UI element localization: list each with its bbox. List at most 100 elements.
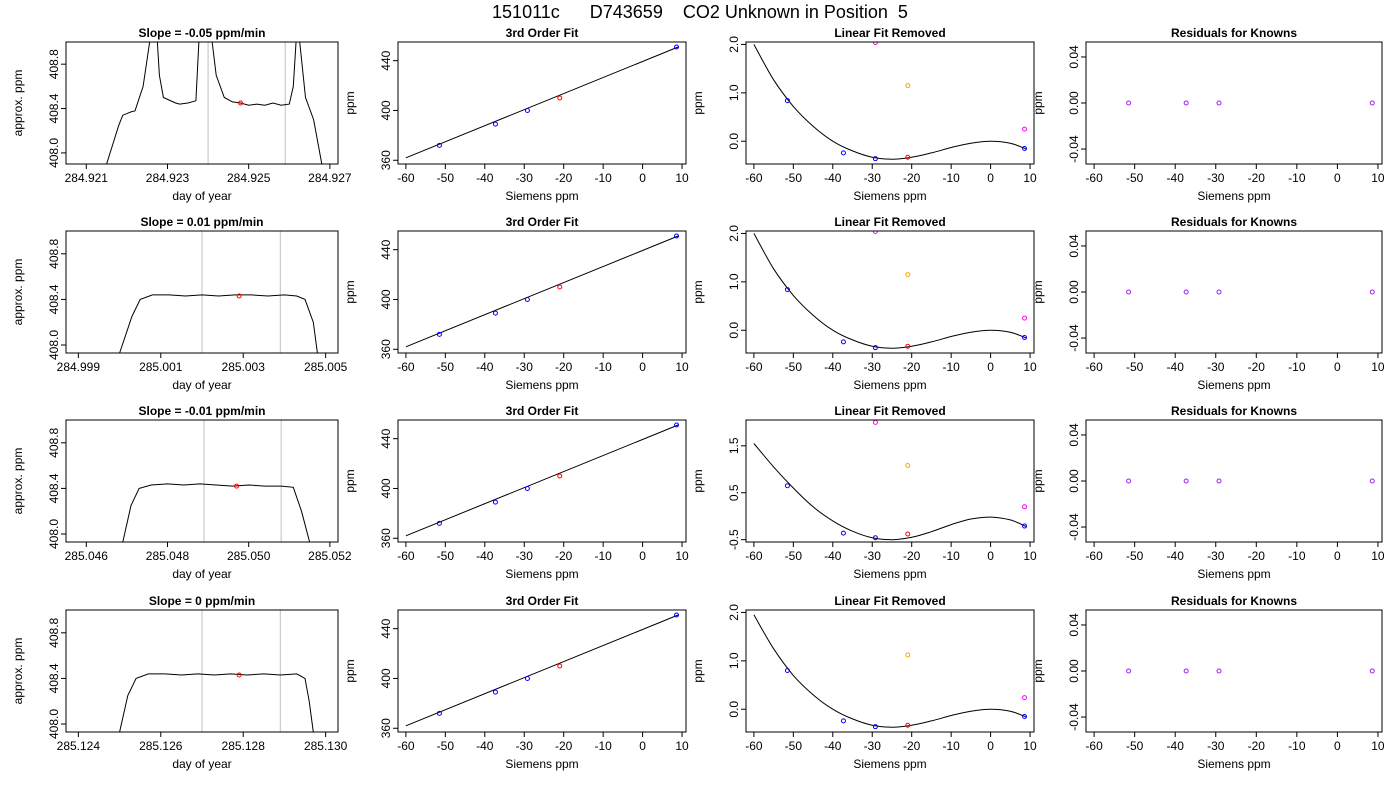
y-tick-label: 0.04 xyxy=(1067,45,1081,69)
x-tick-label: -50 xyxy=(785,360,803,374)
fit-curve xyxy=(753,44,1027,160)
chart-panel: 3rd Order Fit -60 -50 -40 -30 -20 -10 0 10 360 400… xyxy=(343,404,689,581)
x-tick-label: 285.001 xyxy=(139,360,183,374)
x-tick-label: 285.126 xyxy=(139,739,183,753)
x-tick-label: -10 xyxy=(1288,171,1306,185)
y-tick-label: 0.04 xyxy=(1067,423,1081,447)
data-point xyxy=(1022,523,1028,529)
panel-title: Linear Fit Removed xyxy=(834,215,945,229)
x-axis-label: day of year xyxy=(172,567,231,581)
x-tick-label: -40 xyxy=(824,549,842,563)
x-tick-label: -10 xyxy=(942,549,960,563)
chart-panel: Residuals for Knowns -60 -50 -40 -30 -20 -10 0 1… xyxy=(1031,404,1385,581)
x-tick-label: -20 xyxy=(1248,171,1266,185)
data-point xyxy=(1022,714,1028,720)
fit-line xyxy=(405,46,679,159)
data-point xyxy=(872,420,878,425)
x-axis-label: day of year xyxy=(172,189,231,203)
x-tick-label: -20 xyxy=(555,739,573,753)
x-axis-label: day of year xyxy=(172,378,231,392)
series-line xyxy=(122,483,311,542)
data-point xyxy=(524,485,530,491)
x-tick-label: -30 xyxy=(516,360,534,374)
data-point xyxy=(436,710,442,716)
y-tick-label: 408.4 xyxy=(47,284,61,314)
x-axis-label: Siemens ppm xyxy=(853,378,926,392)
x-tick-label: -50 xyxy=(785,171,803,185)
panel-title: Residuals for Knowns xyxy=(1171,26,1297,40)
x-tick-label: -50 xyxy=(1126,739,1144,753)
data-point xyxy=(557,663,563,669)
x-tick-label: -20 xyxy=(1248,549,1266,563)
y-tick-label: 408.4 xyxy=(47,93,61,123)
y-tick-label: 440 xyxy=(379,428,393,448)
x-tick-label: 0 xyxy=(1334,171,1341,185)
data-point xyxy=(557,284,563,290)
x-tick-label: 10 xyxy=(1371,549,1385,563)
y-tick-label: -0.04 xyxy=(1067,135,1081,163)
y-tick-label: 1.5 xyxy=(727,437,741,454)
data-point xyxy=(1216,668,1222,674)
y-tick-label: 440 xyxy=(379,239,393,259)
x-tick-label: -50 xyxy=(785,739,803,753)
x-tick-label: 10 xyxy=(1371,360,1385,374)
y-tick-label: 408.0 xyxy=(47,330,61,360)
data-point xyxy=(557,95,563,101)
data-point xyxy=(784,483,790,489)
series-line xyxy=(119,294,318,353)
y-axis-label: ppm xyxy=(343,91,357,114)
panel-title: 3rd Order Fit xyxy=(506,404,579,418)
y-axis-label: ppm xyxy=(1031,659,1045,682)
x-tick-label: -60 xyxy=(1085,171,1103,185)
data-point xyxy=(1216,478,1222,484)
x-axis-label: Siemens ppm xyxy=(505,567,578,581)
y-tick-label: 408.8 xyxy=(47,49,61,79)
x-tick-label: -60 xyxy=(397,171,415,185)
x-tick-label: -30 xyxy=(1207,360,1225,374)
plot-frame xyxy=(397,419,687,543)
data-point xyxy=(524,107,530,113)
x-tick-label: 0 xyxy=(639,739,646,753)
plot-area xyxy=(753,420,1028,541)
x-tick-label: -40 xyxy=(476,171,494,185)
x-axis-label: Siemens ppm xyxy=(853,189,926,203)
y-tick-label: 0.5 xyxy=(727,484,741,501)
y-axis-label: approx. ppm xyxy=(11,70,25,137)
x-tick-label: -40 xyxy=(1167,360,1185,374)
x-tick-label: -10 xyxy=(594,360,612,374)
data-point xyxy=(674,233,680,239)
y-axis-label: ppm xyxy=(691,280,705,303)
data-point xyxy=(1126,289,1132,295)
y-tick-label: 408.0 xyxy=(47,138,61,168)
plot-frame xyxy=(745,419,1035,543)
y-axis-label: ppm xyxy=(343,469,357,492)
fit-curve xyxy=(753,614,1027,728)
data-point xyxy=(1022,315,1028,321)
data-point xyxy=(1183,100,1189,106)
y-tick-label: 408.8 xyxy=(47,617,61,647)
data-point xyxy=(872,724,878,730)
y-tick-label: 1.0 xyxy=(727,84,741,101)
x-tick-label: -30 xyxy=(864,360,882,374)
y-axis-label: ppm xyxy=(691,469,705,492)
y-tick-label: 0.0 xyxy=(727,322,741,339)
y-tick-label: 408.0 xyxy=(47,519,61,549)
panel-title: Linear Fit Removed xyxy=(834,594,945,608)
chart-panel: Slope = -0.01 ppm/min 285.046 285.048 285.0… xyxy=(11,404,352,581)
data-point xyxy=(524,675,530,681)
x-tick-label: -50 xyxy=(437,549,455,563)
data-point xyxy=(1216,289,1222,295)
x-tick-label: 10 xyxy=(675,171,689,185)
chart-panel: Residuals for Knowns -60 -50 -40 -30 -20 -10 0 1… xyxy=(1031,594,1385,771)
x-tick-label: 10 xyxy=(1371,739,1385,753)
y-tick-label: 360 xyxy=(379,718,393,738)
y-tick-label: 0.0 xyxy=(727,133,741,150)
x-tick-label: -20 xyxy=(903,549,921,563)
x-tick-label: -20 xyxy=(903,171,921,185)
y-tick-label: 440 xyxy=(379,50,393,70)
data-point xyxy=(1183,668,1189,674)
x-tick-label: -10 xyxy=(942,739,960,753)
x-tick-label: 0 xyxy=(1334,360,1341,374)
y-axis-label: approx. ppm xyxy=(11,448,25,515)
x-tick-label: 10 xyxy=(1023,171,1037,185)
